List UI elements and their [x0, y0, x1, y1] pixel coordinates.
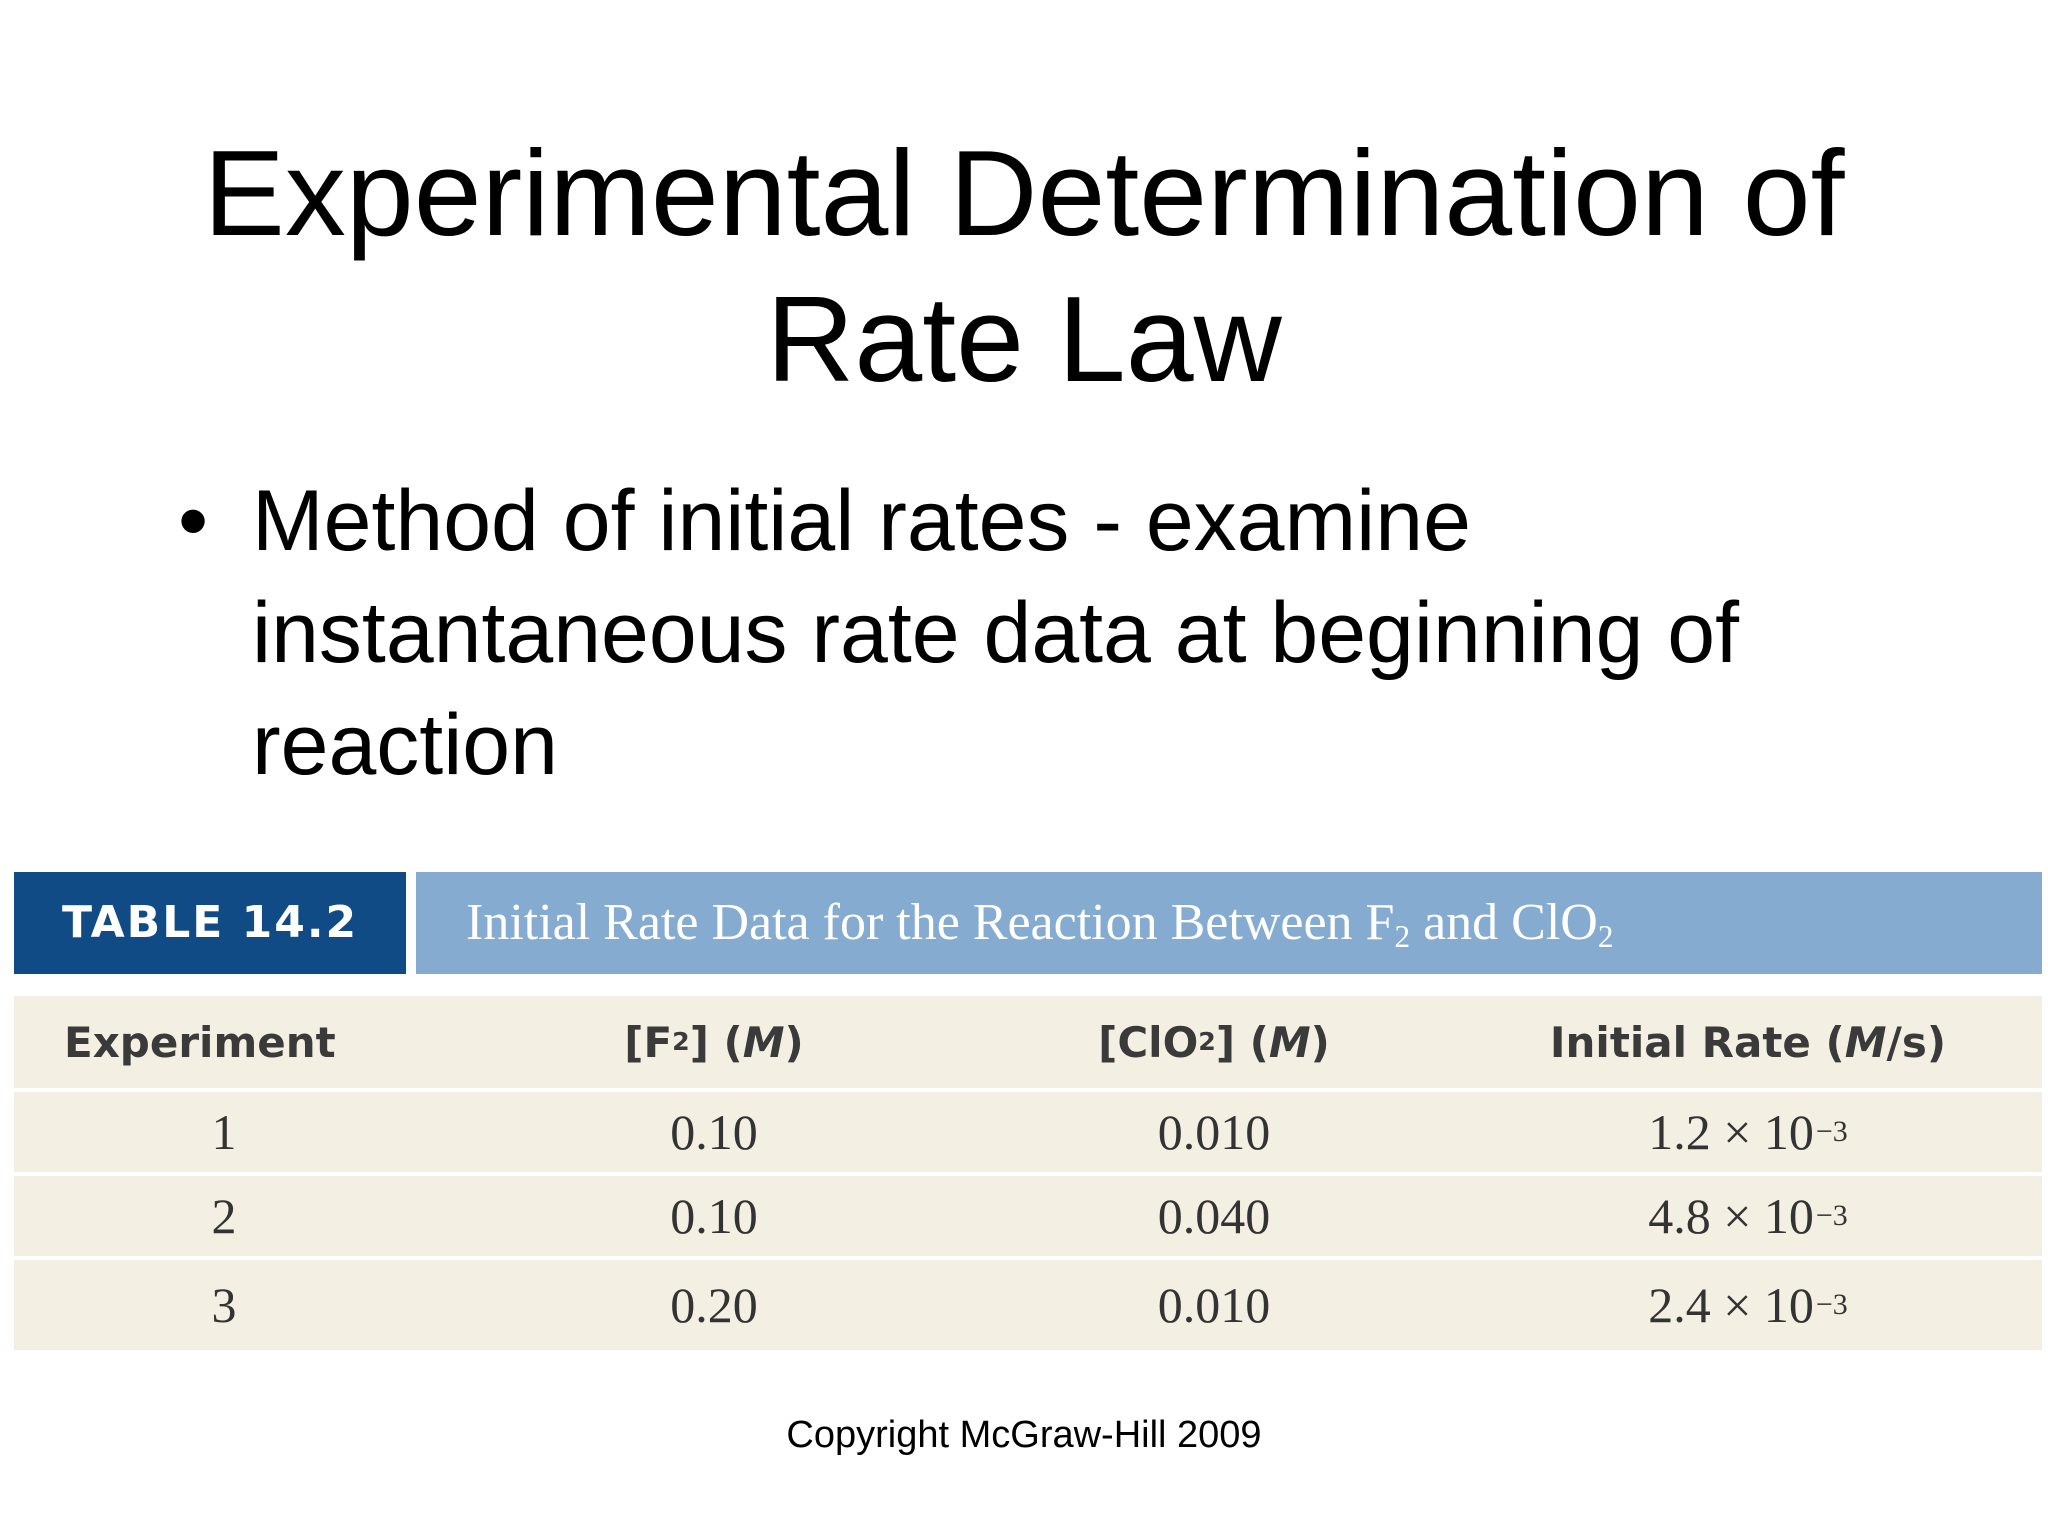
caption-subscript-1: 2	[1394, 918, 1411, 954]
column-header-f2: [F 2] (M)	[624, 1017, 804, 1067]
caption-middle: and ClO	[1410, 894, 1598, 951]
table-header: TABLE 14.2 Initial Rate Data for the Rea…	[14, 868, 2042, 976]
caption-subscript-2: 2	[1597, 918, 1614, 954]
clo2-header-close: ] (	[1215, 1017, 1269, 1067]
slide-title: Experimental Determination of Rate Law	[0, 120, 2048, 412]
slide-title-line-1: Experimental Determination of	[203, 125, 1845, 261]
table-number: TABLE 14.2	[14, 872, 406, 974]
table-caption: Initial Rate Data for the Reaction Betwe…	[416, 872, 2042, 974]
rate-mantissa: 4.8 × 10	[1648, 1188, 1814, 1244]
column-header-experiment: Experiment	[64, 1017, 336, 1067]
cell-experiment: 1	[211, 1104, 237, 1160]
bullet-text: Method of initial rates - examine instan…	[252, 473, 1740, 793]
rate-data-table: TABLE 14.2 Initial Rate Data for the Rea…	[14, 868, 2042, 1350]
clo2-header-unit: M	[1268, 1017, 1311, 1067]
cell-experiment: 3	[211, 1277, 237, 1333]
rate-mantissa: 1.2 × 10	[1648, 1104, 1814, 1160]
column-header-clo2: [ClO 2] (M)	[1098, 1017, 1330, 1067]
f2-header-unit: M	[742, 1017, 785, 1067]
cell-initial-rate: 4.8 × 10 −3	[1648, 1188, 1848, 1244]
cell-initial-rate: 1.2 × 10 −3	[1648, 1104, 1848, 1160]
table-row: 3 0.20 0.010 2.4 × 10 −3	[14, 1260, 2042, 1350]
cell-f2: 0.10	[670, 1104, 758, 1160]
table-body: Experiment [F 2] (M) [ClO 2] (M) Initial R…	[14, 996, 2042, 1350]
bullet-item: • Method of initial rates - examine inst…	[178, 465, 1878, 801]
table-row: 1 0.10 0.010 1.2 × 10 −3	[14, 1092, 2042, 1176]
cell-clo2: 0.010	[1157, 1104, 1271, 1160]
cell-clo2: 0.040	[1157, 1188, 1271, 1244]
caption-prefix: Initial Rate Data for the Reaction Betwe…	[466, 894, 1395, 951]
slide-title-line-2: Rate Law	[766, 271, 1282, 407]
clo2-header-open: [ClO	[1098, 1017, 1199, 1067]
cell-experiment: 2	[211, 1188, 237, 1244]
copyright-notice: Copyright McGraw-Hill 2009	[786, 1414, 1262, 1456]
table-header-row: Experiment [F 2] (M) [ClO 2] (M) Initial R…	[14, 996, 2042, 1092]
clo2-header-end: )	[1310, 1017, 1330, 1067]
rate-header-open: Initial Rate (	[1549, 1017, 1845, 1067]
table-row: 2 0.10 0.040 4.8 × 10 −3	[14, 1176, 2042, 1260]
f2-header-end: )	[784, 1017, 804, 1067]
rate-header-end: /s)	[1886, 1017, 1947, 1067]
cell-f2: 0.20	[670, 1277, 758, 1333]
bullet-list: • Method of initial rates - examine inst…	[178, 465, 1878, 801]
column-header-initial-rate: Initial Rate (M/s)	[1454, 996, 2042, 1088]
f2-header-close: ] (	[689, 1017, 743, 1067]
f2-header-open: [F	[624, 1017, 673, 1067]
cell-f2: 0.10	[670, 1188, 758, 1244]
cell-clo2: 0.010	[1157, 1277, 1271, 1333]
rate-header-unit: M	[1844, 1017, 1887, 1067]
rate-mantissa: 2.4 × 10	[1648, 1277, 1814, 1333]
cell-initial-rate: 2.4 × 10 −3	[1648, 1277, 1848, 1333]
bullet-dot-icon: •	[178, 473, 209, 569]
